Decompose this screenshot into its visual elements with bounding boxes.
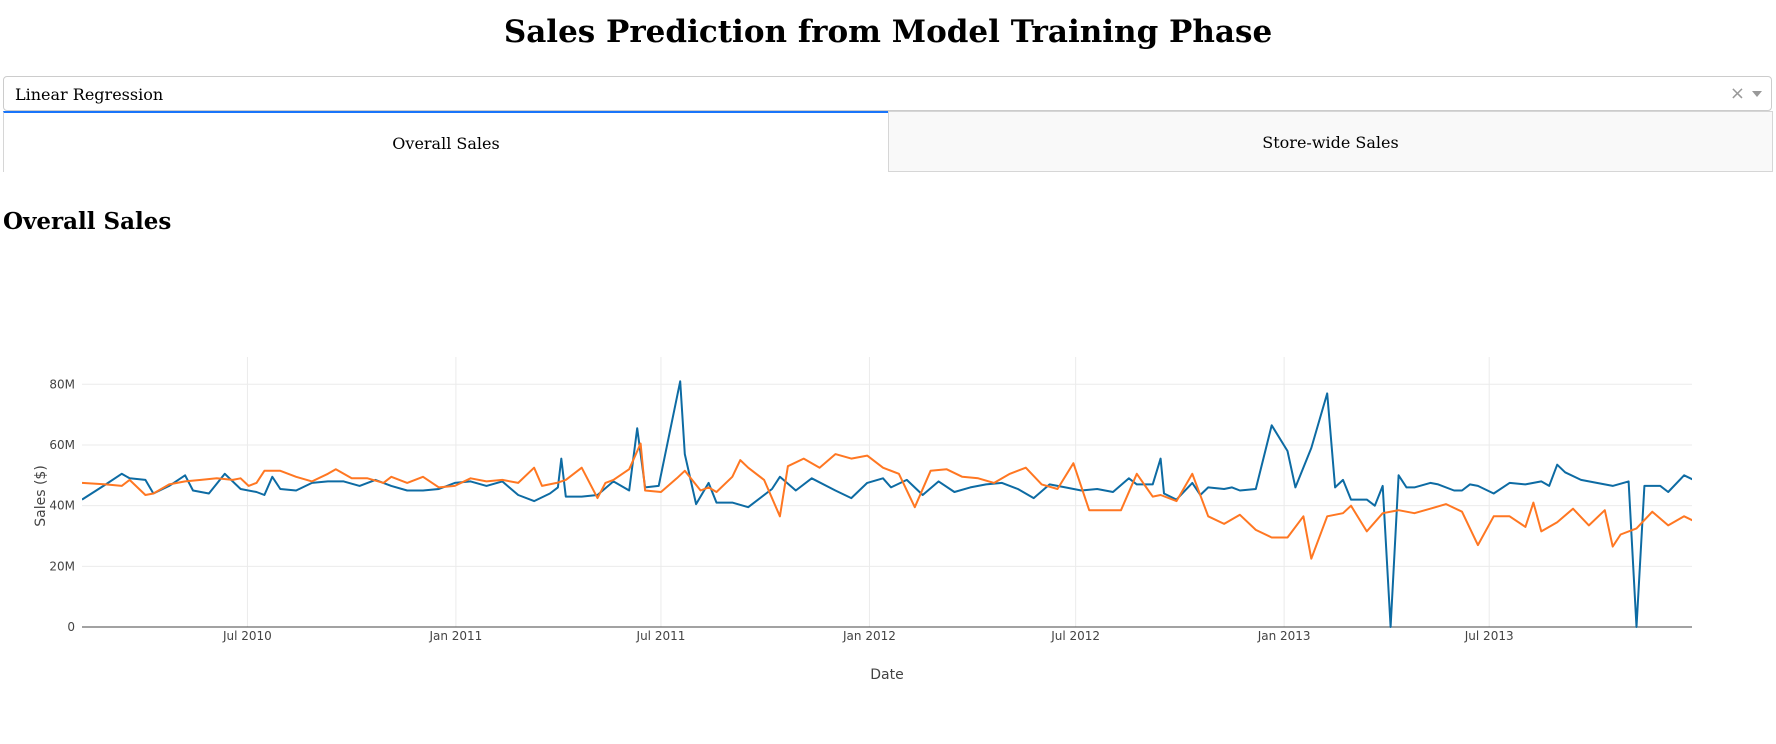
series-line-actual [82,380,1692,628]
y-tick-label: 60M [49,438,75,452]
x-tick-label: Jul 2012 [1050,629,1100,643]
page-title: Sales Prediction from Model Training Pha… [503,14,1273,50]
x-tick-label: Jul 2011 [636,629,686,643]
sales-line-chart: Jul 2010 Jan 2011 Jul 2011 Jan 2012 Jul 2012… [33,357,1692,683]
tab-store-wide-sales[interactable]: Store-wide Sales [888,111,1773,172]
x-tick-label: Jul 2010 [222,629,272,643]
model-dropdown[interactable]: Linear Regression × [3,76,1772,111]
y-tick-label: 0 [67,620,75,634]
y-tick-label: 20M [49,559,75,573]
tab-overall-sales[interactable]: Overall Sales [3,111,888,172]
y-tick-label: 80M [49,377,75,391]
y-tick-label: 40M [49,499,75,513]
y-axis-title: Sales ($) [33,465,49,527]
x-axis-title: Date [870,667,903,683]
section-title: Overall Sales [3,208,172,235]
series-line-predicted [82,442,1692,560]
x-tick-label: Jan 2012 [842,629,896,643]
chevron-down-icon[interactable] [1752,91,1762,97]
x-tick-label: Jan 2011 [428,629,482,643]
tab-bar: Overall Sales Store-wide Sales [3,111,1773,172]
model-dropdown-value: Linear Regression [15,85,164,104]
clear-icon[interactable]: × [1729,83,1745,104]
x-tick-label: Jan 2013 [1257,629,1311,643]
x-tick-label: Jul 2013 [1464,629,1514,643]
